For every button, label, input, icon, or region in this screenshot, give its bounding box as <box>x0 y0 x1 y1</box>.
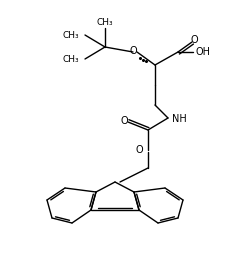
Text: O: O <box>189 35 197 45</box>
Text: O: O <box>135 145 142 155</box>
Text: O: O <box>129 46 136 56</box>
Text: O: O <box>120 116 127 126</box>
Text: CH₃: CH₃ <box>96 17 113 27</box>
Text: CH₃: CH₃ <box>62 30 79 40</box>
Text: CH₃: CH₃ <box>62 55 79 63</box>
Text: OH: OH <box>195 47 210 57</box>
Text: NH: NH <box>171 114 186 124</box>
